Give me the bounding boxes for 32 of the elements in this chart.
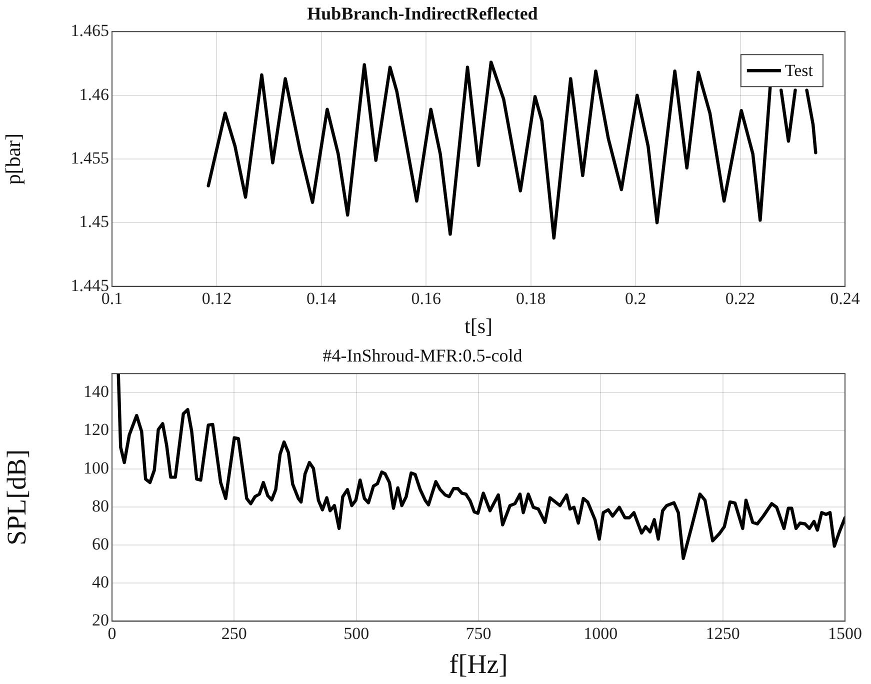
y-tick-label: 20 [92,610,109,630]
x-tick-label: 750 [466,624,492,643]
y-tick-label: 80 [92,496,109,516]
x-axis-title: f[Hz] [449,648,508,679]
y-tick-label: 120 [84,420,109,440]
x-tick-label: 500 [344,624,370,643]
chart-title: #4-InShroud-MFR:0.5-cold [322,346,522,366]
x-tick-label: 1500 [828,624,862,643]
y-tick-label: 60 [92,534,109,554]
x-tick-label: 1000 [584,624,618,643]
chart-title: HubBranch-IndirectReflected [307,3,538,24]
x-axis-title: t[s] [464,314,492,338]
legend-label: Test [784,61,814,80]
x-tick-label: 0.16 [411,289,442,308]
x-tick-label: 0.14 [306,289,337,308]
y-tick-label: 140 [84,382,109,402]
y-tick-label: 1.46 [79,84,109,104]
x-tick-label: 0.12 [202,289,232,308]
y-tick-label: 100 [84,458,109,478]
y-axis-title: p[bar] [1,133,26,185]
x-tick-label: 0 [108,624,116,643]
x-tick-label: 250 [221,624,247,643]
x-tick-label: 0.2 [624,289,646,308]
x-tick-label: 0.18 [516,289,546,308]
x-tick-label: 1250 [706,624,740,643]
x-tick-label: 0.24 [830,289,860,308]
y-tick-label: 40 [92,572,109,592]
y-tick-label: 1.465 [70,21,109,40]
y-tick-label: 1.455 [70,148,109,168]
y-tick-label: 1.45 [79,212,109,232]
x-tick-label: 0.22 [725,289,756,308]
y-axis-title: SPL[dB] [1,449,32,546]
